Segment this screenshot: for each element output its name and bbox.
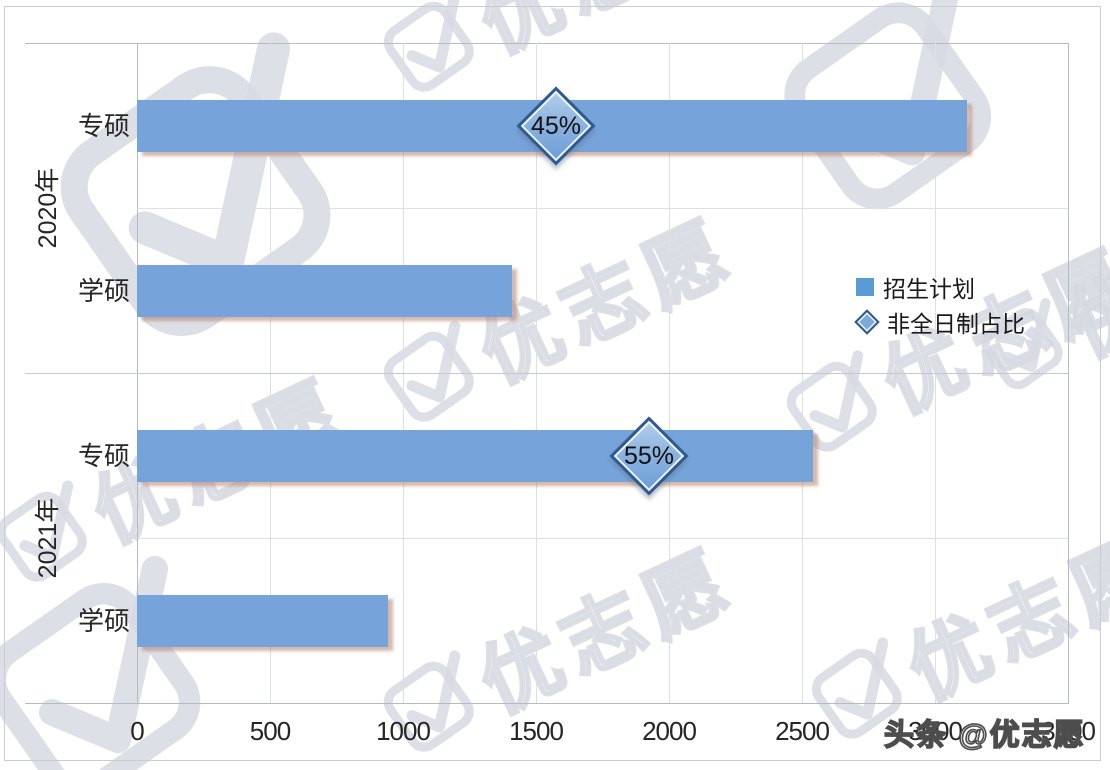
chart-frame: [4, 6, 1101, 761]
legend-label-plan: 招生计划: [883, 276, 975, 302]
legend-diamond-icon: [854, 309, 880, 335]
legend: 招生计划 非全日制占比: [854, 272, 1025, 337]
watermark-badge: 头条 @优志愿: [883, 718, 1086, 753]
category-label-2020年-学硕: 学硕: [77, 276, 130, 306]
plot-border-right: [1068, 43, 1069, 703]
gridline-group-separator: [25, 373, 1068, 374]
category-label-2021年-专硕: 专硕: [77, 441, 130, 471]
gridline-horizontal: [137, 538, 1068, 539]
legend-item-plan: 招生计划: [856, 272, 1025, 302]
legend-item-part-time: 非全日制占比: [854, 307, 1025, 337]
x-tick-label-2000: 2000: [642, 716, 697, 746]
plot-border-top: [25, 43, 1069, 44]
bar-2020年-学硕: [137, 265, 512, 317]
year-label-2020年: 2020年: [34, 167, 62, 249]
x-tick-label-2500: 2500: [775, 716, 830, 746]
x-tick-label-0: 0: [130, 716, 144, 746]
part-time-marker-label: 45%: [530, 111, 582, 140]
x-tick-label-1500: 1500: [509, 716, 564, 746]
bar-2021年-学硕: [137, 595, 388, 647]
part-time-marker-label: 55%: [623, 441, 675, 470]
x-tick-label-3000: 3000: [908, 716, 963, 746]
legend-label-part-time: 非全日制占比: [887, 311, 1025, 337]
plot-area: 45% 55%: [25, 43, 1068, 703]
category-label-2021年-学硕: 学硕: [77, 606, 130, 636]
bar-2021年-专硕: [137, 430, 813, 482]
category-label-2020年-专硕: 专硕: [77, 111, 130, 141]
x-axis-line: [25, 703, 1069, 704]
x-tick-label-1000: 1000: [376, 716, 431, 746]
year-label-2021年: 2021年: [34, 497, 62, 579]
legend-square-icon: [856, 278, 874, 296]
gridline-horizontal: [137, 208, 1068, 209]
part-time-marker: 55%: [609, 416, 689, 496]
x-tick-label-500: 500: [249, 716, 291, 746]
x-tick-label-3500: 3500: [1041, 716, 1096, 746]
part-time-marker: 45%: [516, 86, 596, 166]
